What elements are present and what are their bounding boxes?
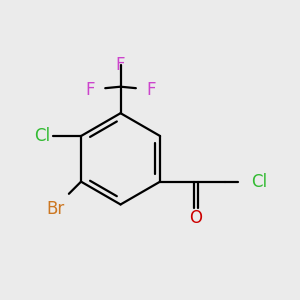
Text: Br: Br — [46, 200, 64, 218]
Text: F: F — [85, 81, 94, 99]
Text: O: O — [189, 209, 202, 227]
Text: F: F — [116, 56, 125, 74]
Text: Cl: Cl — [34, 127, 50, 145]
Text: Cl: Cl — [251, 173, 268, 191]
Text: F: F — [147, 81, 156, 99]
